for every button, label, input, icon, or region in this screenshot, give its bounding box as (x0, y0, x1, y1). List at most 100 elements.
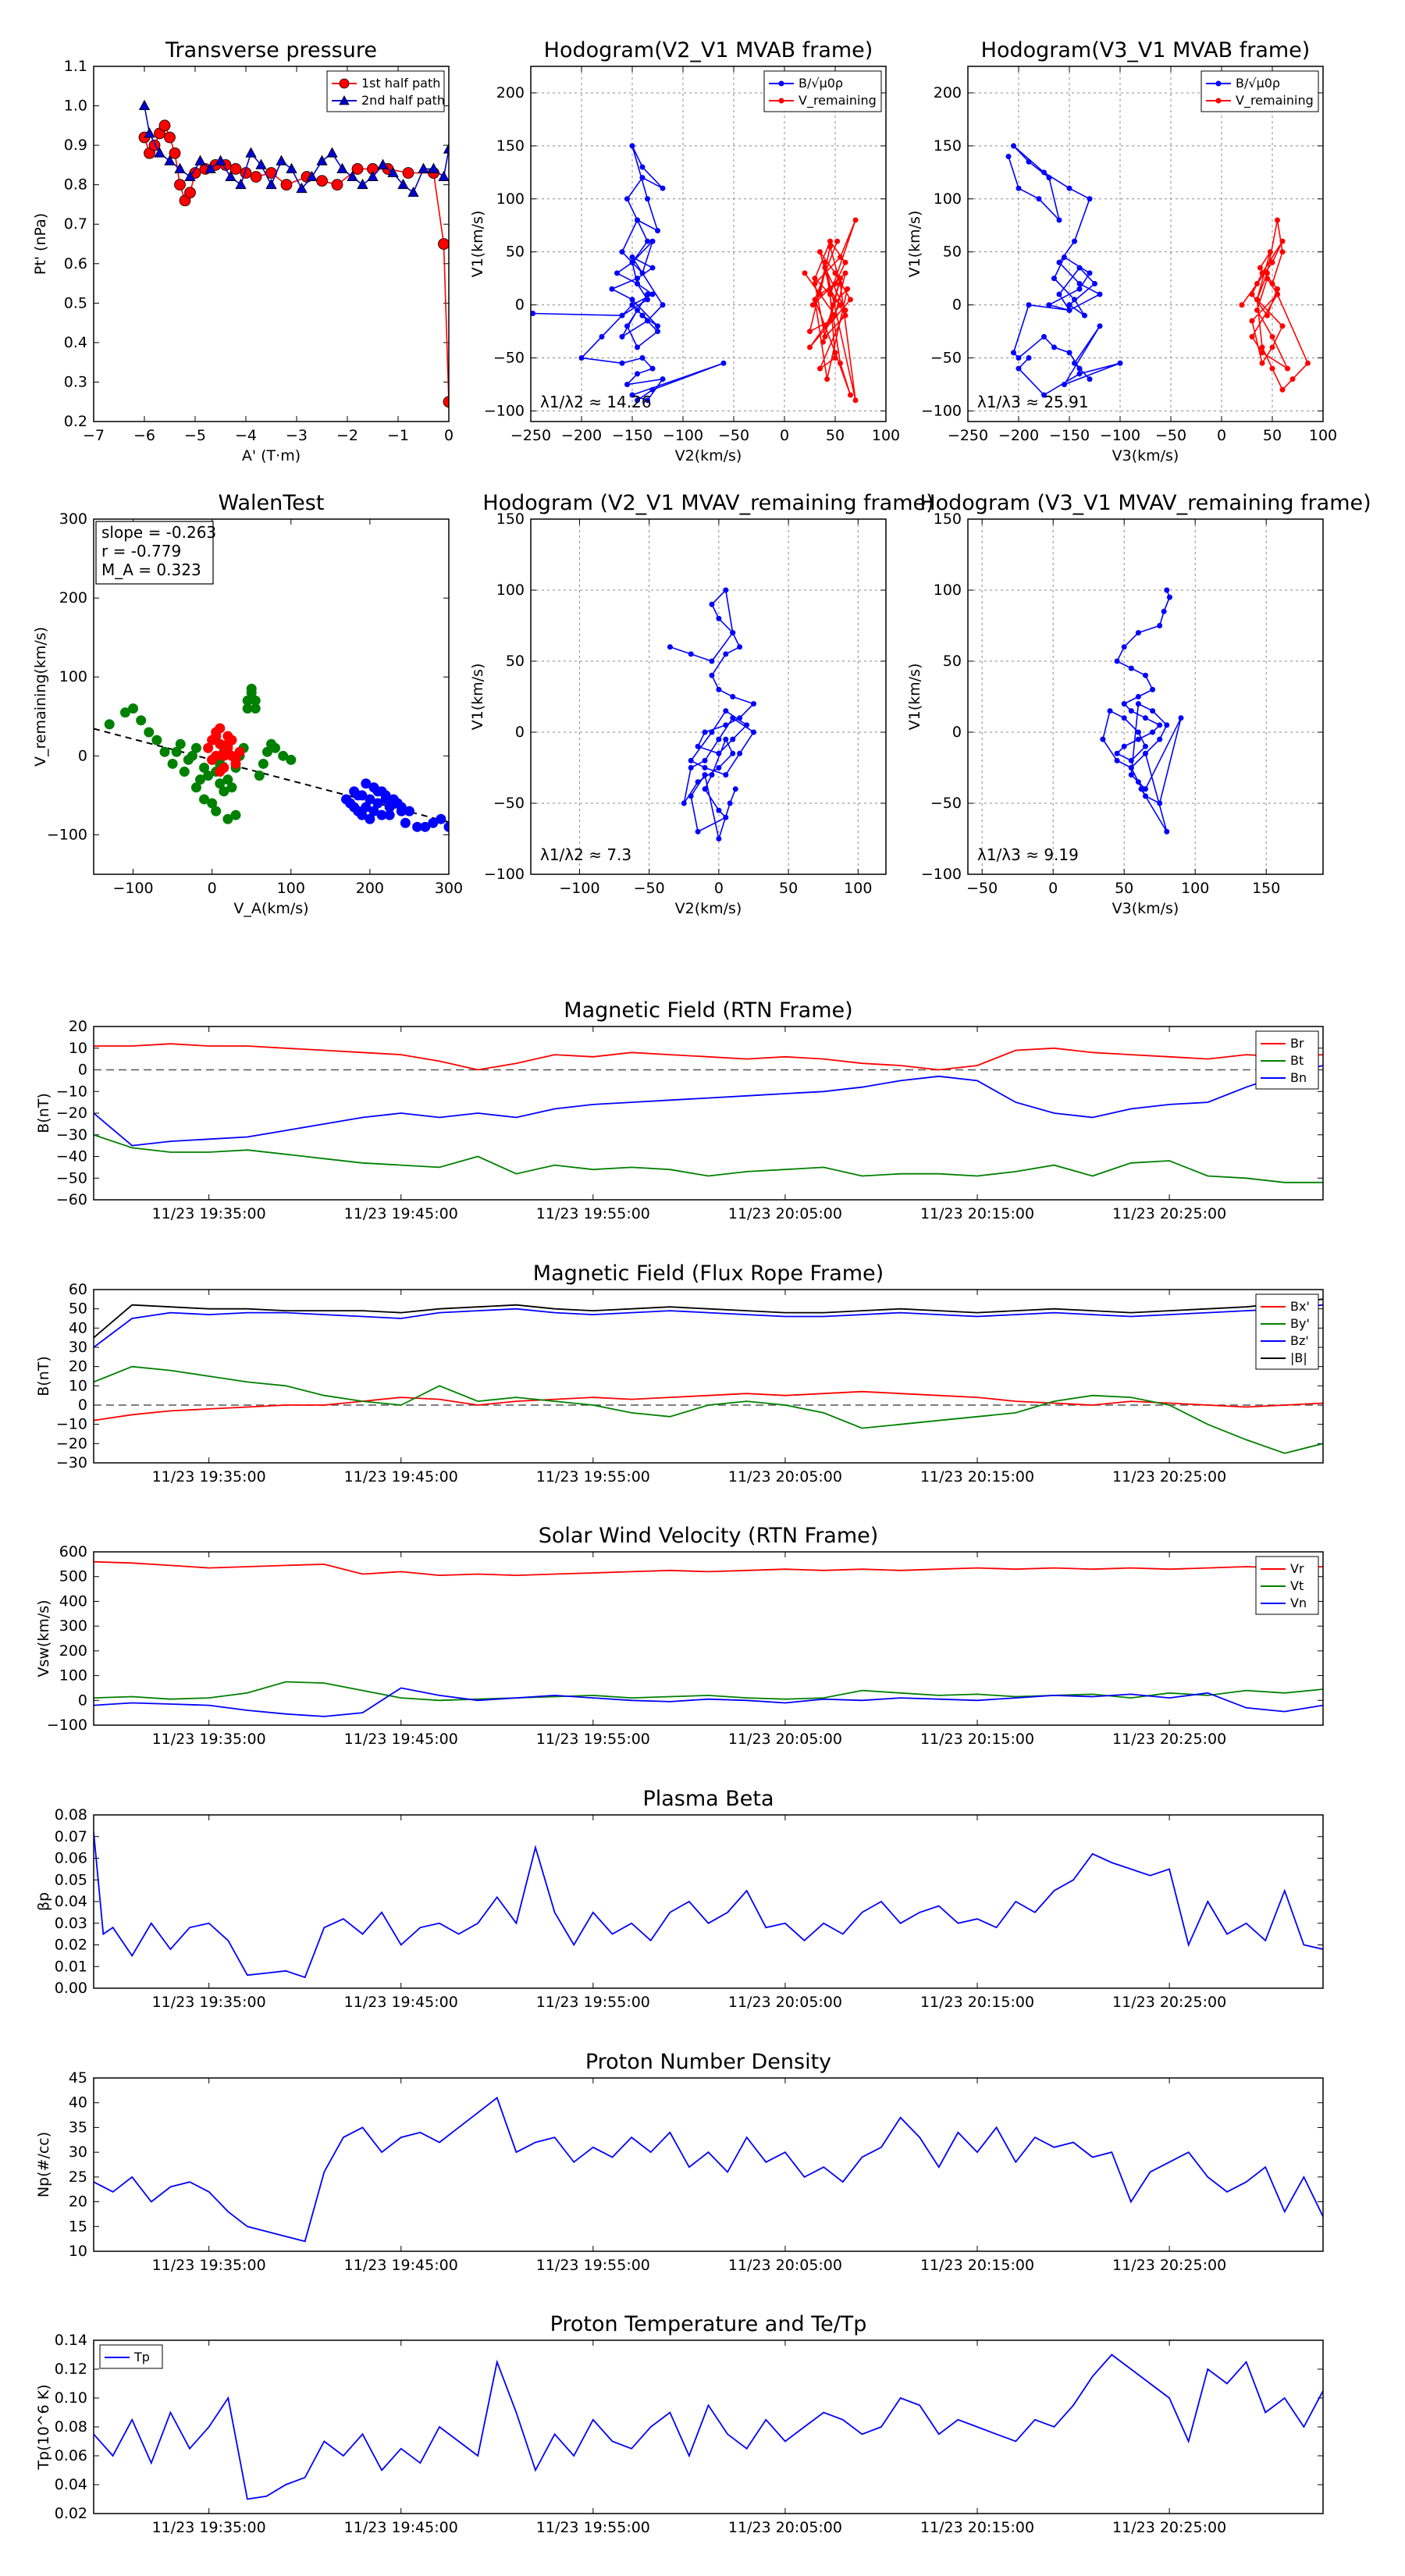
data-point (211, 731, 222, 742)
chart-title: Hodogram (V3_V1 MVAV_remaining frame) (919, 491, 1371, 515)
data-point (1026, 355, 1032, 361)
y-tick-label: 0.12 (55, 2361, 87, 2378)
data-point (1087, 196, 1093, 202)
chart-title: Proton Temperature and Te/Tp (550, 2312, 867, 2336)
data-point (1066, 185, 1072, 191)
y-tick-label: −50 (930, 795, 962, 812)
panel-mag_rtn: 11/23 19:35:00 11/23 19:45:00 11/23 19:55:… (35, 998, 1324, 1222)
legend-label: Bt (1290, 1053, 1304, 1068)
data-point (1138, 786, 1144, 792)
data-point (667, 644, 673, 650)
data-point (184, 170, 196, 181)
y-axis-label: V1(km/s) (906, 664, 923, 731)
y-tick-label: 300 (59, 1617, 87, 1635)
data-point (645, 238, 650, 244)
data-point (128, 703, 139, 714)
data-point (629, 254, 635, 260)
y-tick-label: 100 (934, 190, 962, 208)
data-point (278, 750, 289, 761)
data-point (1046, 302, 1052, 308)
data-point (639, 164, 646, 170)
data-point (1016, 355, 1022, 361)
data-point (732, 786, 738, 792)
x-tick-label: 11/23 20:05:00 (728, 1468, 842, 1485)
panel-h2: −250 −200 −150 −100 −50 0 50 100 −100 −50 0 50 100 15… (906, 38, 1337, 464)
x-tick-label: 11/23 19:55:00 (536, 2257, 650, 2274)
data-point (250, 171, 262, 183)
data-point (1135, 694, 1141, 699)
panel-mag_fr: 11/23 19:35:00 11/23 19:45:00 11/23 19:55:… (35, 1261, 1324, 1485)
eigen-ratio-annotation: λ1/λ2 ≈ 14.26 (540, 393, 652, 411)
y-tick-label: 100 (496, 582, 525, 599)
legend-label: Bx' (1290, 1299, 1310, 1314)
data-point (174, 179, 186, 191)
y-tick-label: 20 (69, 1358, 87, 1375)
data-point (286, 754, 297, 765)
data-point (174, 162, 186, 173)
x-tick-label: 11/23 19:45:00 (344, 2519, 458, 2536)
y-tick-label: 0.06 (55, 2447, 87, 2464)
series-line-Vr (94, 1560, 1323, 1577)
y-tick-label: 0.14 (55, 2332, 87, 2349)
y-tick-label: 0.08 (55, 2418, 87, 2435)
legend-marker (778, 80, 784, 87)
data-point (1164, 828, 1170, 834)
data-point (1264, 312, 1270, 318)
data-point (709, 672, 715, 678)
data-point (702, 757, 708, 763)
axes-frame (530, 518, 887, 875)
data-point (629, 297, 635, 303)
plot-area (94, 1298, 1323, 1454)
plot-area (1100, 587, 1184, 834)
plot-area (138, 99, 449, 408)
data-point (723, 736, 729, 742)
y-tick-label: 60 (69, 1281, 87, 1298)
data-point (807, 344, 813, 350)
axes-frame (967, 66, 1324, 422)
data-point (316, 155, 328, 165)
data-point (1076, 365, 1083, 372)
data-point (276, 155, 287, 165)
y-tick-label: 150 (496, 137, 525, 155)
y-tick-label: 30 (69, 2144, 87, 2161)
data-point (822, 323, 828, 329)
y-tick-label: 150 (934, 511, 962, 528)
y-tick-label: −100 (921, 402, 962, 419)
data-point (255, 158, 267, 169)
data-point (199, 763, 210, 773)
data-point (531, 310, 536, 316)
x-tick-label: 11/23 19:55:00 (536, 1994, 650, 2011)
data-point (848, 297, 853, 303)
stats-box (95, 521, 214, 585)
data-point (245, 147, 257, 158)
legend-marker (1215, 80, 1222, 87)
data-point (167, 758, 178, 769)
y-tick-label: 200 (496, 84, 525, 101)
data-point (695, 779, 701, 785)
x-tick-label: −250 (510, 427, 551, 444)
data-point (838, 360, 843, 366)
data-point (438, 238, 449, 250)
y-tick-label: 50 (943, 653, 962, 670)
x-tick-label: 0 (1048, 880, 1058, 897)
data-point (842, 312, 848, 318)
data-point (645, 196, 650, 202)
x-tick-label: 0 (714, 880, 724, 897)
data-point (164, 155, 176, 165)
data-point (624, 323, 630, 329)
y-tick-label: −50 (493, 350, 525, 367)
data-point (645, 397, 650, 404)
data-point (1267, 249, 1273, 255)
data-point (817, 249, 823, 255)
legend-label: V_remaining (1236, 93, 1314, 109)
data-point (838, 254, 843, 260)
data-point (1150, 729, 1156, 735)
data-point (838, 276, 843, 282)
x-tick-label: 11/23 19:45:00 (344, 1994, 458, 2011)
data-point (702, 765, 708, 770)
x-tick-label: 0 (780, 427, 789, 444)
x-axis-label: V2(km/s) (675, 900, 742, 917)
y-tick-label: 0.07 (55, 1828, 87, 1845)
x-tick-label: 50 (826, 427, 845, 444)
